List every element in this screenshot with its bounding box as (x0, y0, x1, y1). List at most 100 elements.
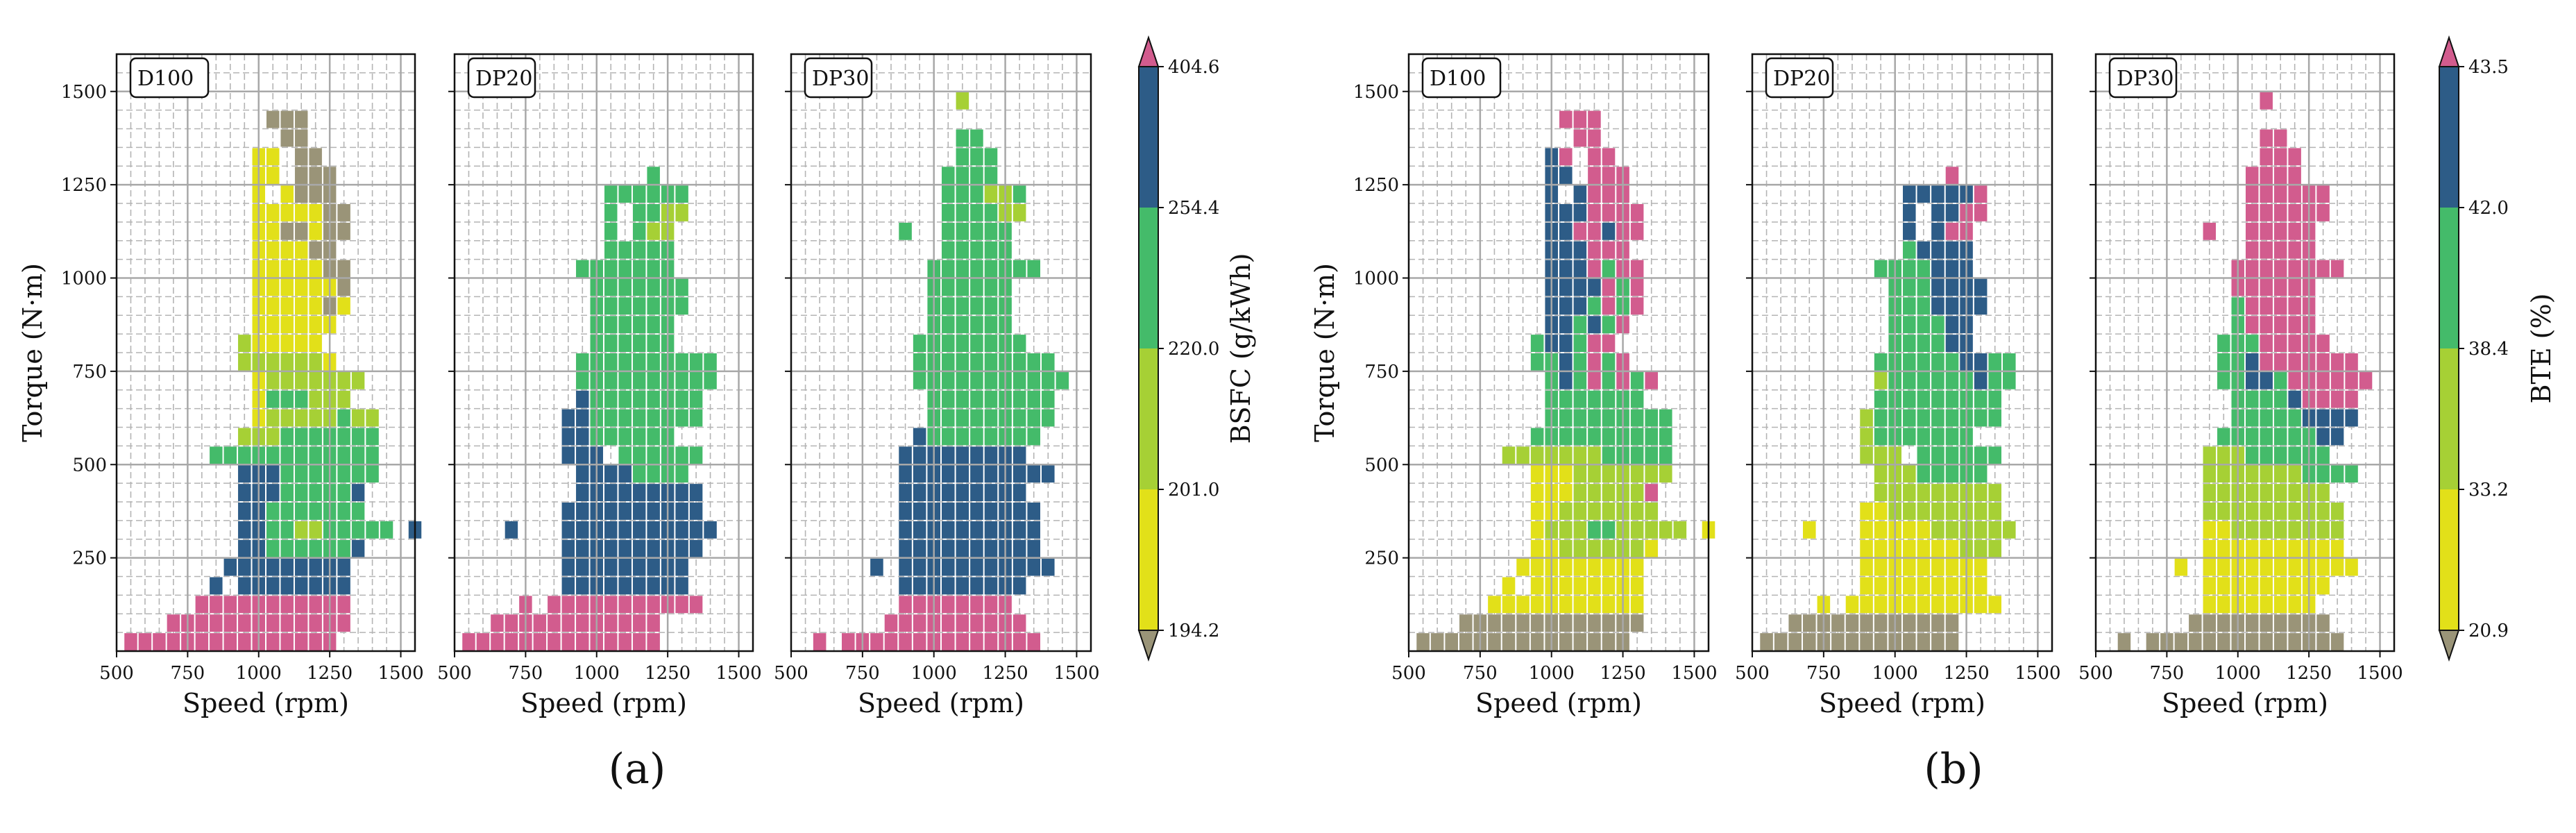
heatmap-cell (1760, 633, 1773, 650)
heatmap-cell (618, 278, 632, 296)
heatmap-cell (1602, 465, 1616, 483)
heatmap-cell (238, 614, 251, 632)
heatmap-cell (942, 465, 955, 483)
heatmap-cell (2273, 558, 2287, 576)
heatmap-cell (984, 446, 998, 464)
heatmap-cell (913, 633, 926, 650)
heatmap-cell (2273, 465, 2287, 483)
heatmap-cell (1917, 465, 1931, 483)
heatmap-cell (1630, 297, 1644, 315)
heatmap-cell (1588, 596, 1601, 614)
heatmap-cell (2003, 521, 2016, 539)
heatmap-cell (618, 428, 632, 446)
heatmap-cell (2288, 596, 2301, 614)
heatmap-cell (1845, 596, 1859, 614)
heatmap-cell (899, 503, 912, 520)
heatmap-cell (294, 371, 308, 389)
heatmap-cell (2246, 539, 2259, 557)
heatmap-cell (2316, 428, 2330, 446)
heatmap-cell (280, 428, 294, 446)
heatmap-cell (266, 110, 280, 128)
heatmap-cell (1945, 390, 1959, 408)
heatmap-cell (2330, 428, 2344, 446)
heatmap-cell (2217, 503, 2230, 520)
heatmap-cell (1974, 484, 1988, 501)
heatmap-cell (167, 614, 180, 632)
heatmap-cell (294, 390, 308, 408)
heatmap-cell (1027, 260, 1040, 278)
heatmap-cell (675, 371, 688, 389)
heatmap-cell (2246, 353, 2259, 371)
heatmap-cell (1559, 633, 1573, 650)
heatmap-cell (1012, 633, 1026, 650)
heatmap-cell (984, 614, 998, 632)
heatmap-cell (2288, 260, 2301, 278)
heatmap-cell (1931, 465, 1944, 483)
x-tick-label: 1500 (715, 663, 761, 684)
heatmap-cell (604, 409, 618, 427)
heatmap-cell (561, 596, 575, 614)
heatmap-cell (238, 539, 251, 557)
heatmap-cell (476, 633, 490, 650)
panel-tag: DP20 (1765, 57, 1834, 99)
heatmap-cell (618, 577, 632, 595)
heatmap-cell (576, 614, 589, 632)
panel-tag: D100 (129, 57, 210, 99)
heatmap-cell (1931, 558, 1944, 576)
x-tick-label: 500 (437, 663, 472, 684)
heatmap-cell (2273, 371, 2287, 389)
heatmap-cell (1573, 614, 1587, 632)
heatmap-cell (1559, 241, 1573, 259)
heatmap-cell (238, 596, 251, 614)
heatmap-cell (266, 316, 280, 334)
heatmap-cell (604, 278, 618, 296)
heatmap-cell (309, 167, 322, 185)
colorbar-under-triangle (2438, 630, 2460, 662)
heatmap-cell (462, 633, 475, 650)
heatmap-cell (491, 633, 504, 650)
heatmap-cell (1573, 521, 1587, 539)
heatmap-cell (913, 577, 926, 595)
heatmap-cell (618, 446, 632, 464)
plot-frame (790, 53, 1092, 653)
heatmap-cell (675, 503, 688, 520)
heatmap-cell (2246, 465, 2259, 483)
heatmap-cell (1573, 390, 1587, 408)
heatmap-cell (1588, 465, 1601, 483)
heatmap-cell (913, 371, 926, 389)
heatmap-cell (956, 92, 969, 110)
heatmap-cell (2330, 409, 2344, 427)
heatmap-cell (2203, 614, 2217, 632)
heatmap-cell (632, 614, 646, 632)
heatmap-cell (1974, 353, 1988, 371)
heatmap-cell (2217, 577, 2230, 595)
colorbar-under-triangle (1137, 630, 1160, 662)
heatmap-cell (956, 596, 969, 614)
heatmap-cell (956, 148, 969, 166)
heatmap-cell (956, 185, 969, 203)
heatmap-cell (1917, 503, 1931, 520)
heatmap-cell (618, 633, 632, 650)
heatmap-cell (632, 577, 646, 595)
heatmap-cell (280, 558, 294, 576)
heatmap-cell (238, 577, 251, 595)
x-tick-label: 1500 (378, 663, 423, 684)
heatmap-cell (1874, 614, 1888, 632)
heatmap-cell (675, 465, 688, 483)
heatmap-cell (647, 297, 660, 315)
heatmap-cell (280, 577, 294, 595)
heatmap-cell (280, 371, 294, 389)
heatmap-cell (491, 614, 504, 632)
heatmap-cell (984, 577, 998, 595)
panel-tag: DP20 (467, 57, 536, 99)
heatmap-cell (1027, 409, 1040, 427)
heatmap-cell (2330, 503, 2344, 520)
heatmap-cell (984, 390, 998, 408)
x-tick-label: 1000 (911, 663, 957, 684)
heatmap-cell (942, 167, 955, 185)
heatmap-cell (2273, 185, 2287, 203)
heatmap-cell (984, 503, 998, 520)
heatmap-cell (1502, 633, 1516, 650)
heatmap-cell (956, 614, 969, 632)
heatmap-cell (351, 465, 365, 483)
